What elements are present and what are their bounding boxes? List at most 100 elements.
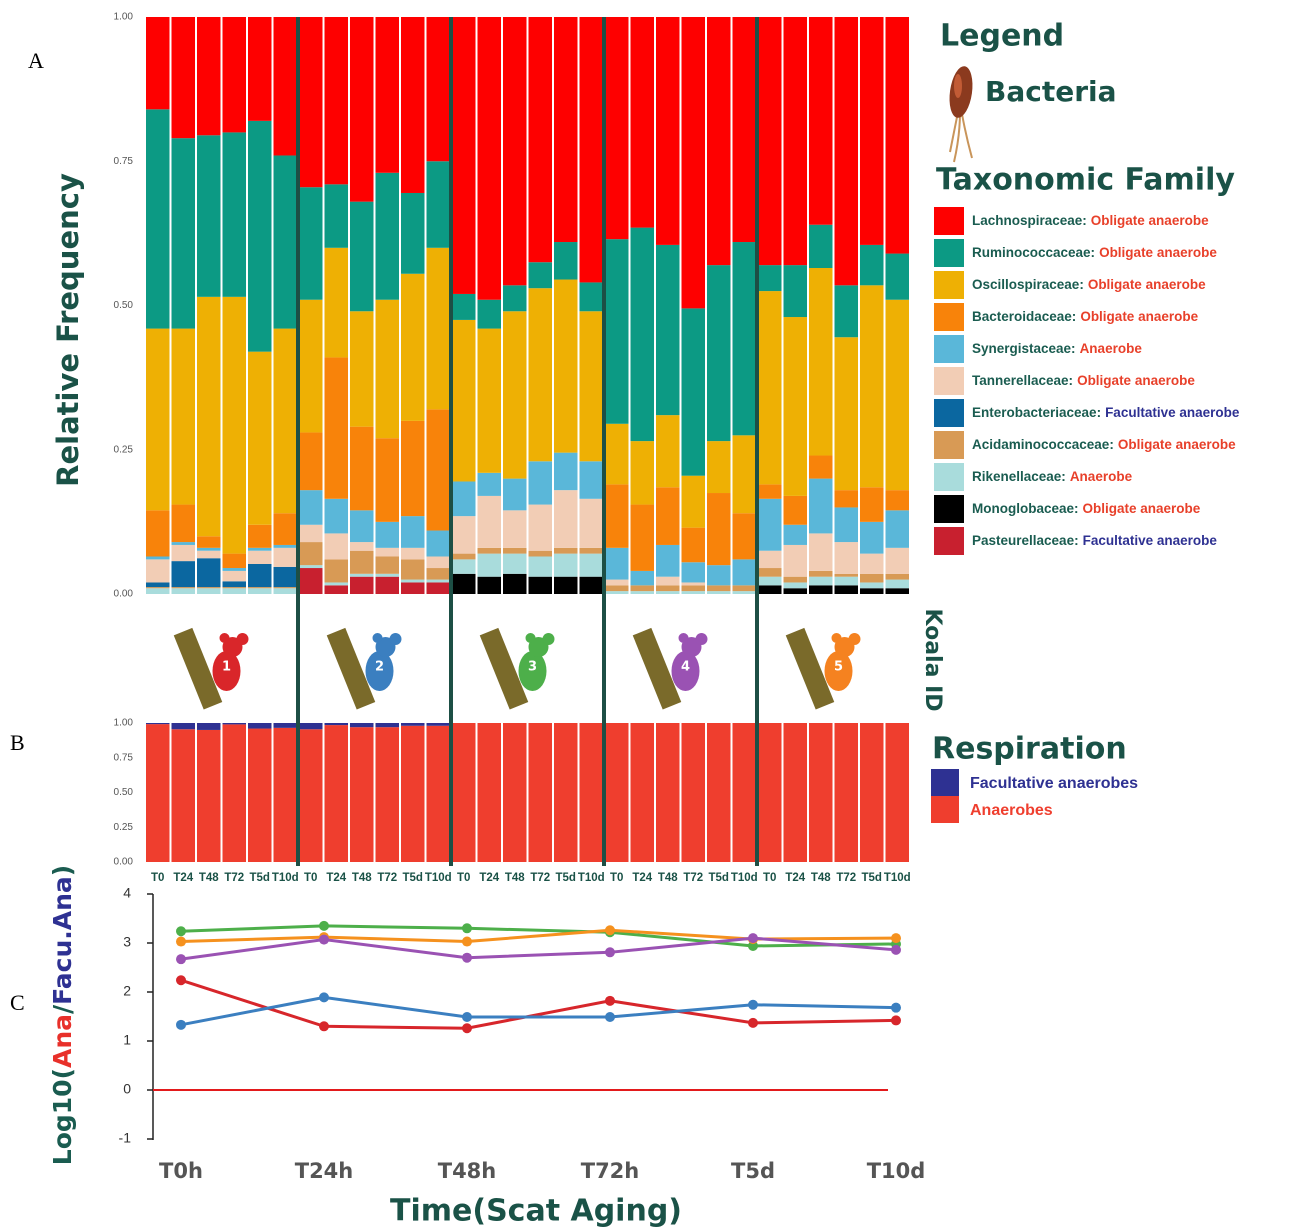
point [319,921,329,931]
legend-name: Enterobacteriaceae: [972,405,1101,420]
bar-segment [350,202,374,312]
y-tick-label: 0.00 [114,589,134,600]
bar-segment [656,577,680,586]
y-tick-label: 0.50 [114,300,134,311]
y-axis-title: Log10(Ana/Facu.Ana) [48,865,77,1165]
koala-id: 5 [834,660,843,675]
bar-segment [784,588,808,594]
bar-segment [248,525,272,548]
bar-segment [427,17,451,161]
bacteria-icon [946,65,975,162]
bar-segment [299,490,323,525]
bar-segment [707,585,731,591]
bar-segment [580,282,604,311]
bar-segment [401,580,425,583]
bar-segment [758,723,782,862]
bar-segment [325,559,349,582]
bar-segment [248,723,272,729]
x-tick-label: T24 [479,872,499,884]
bar-segment [478,329,502,473]
bar-segment [682,562,706,582]
x-tick-label: T0 [151,872,164,884]
point [176,954,186,964]
legend-swatch [934,207,964,235]
bar-segment [656,487,680,545]
koala-ear [526,633,536,643]
bar-segment [197,588,221,594]
x-axis-title: Time(Scat Aging) [390,1194,682,1229]
koala-icon: 1 [174,628,249,710]
bar-segment [376,556,400,573]
bar-segment [427,582,451,594]
bar-segment [325,17,349,184]
bar-segment [605,424,629,485]
x-tick-label: T24 [785,872,805,884]
x-tick-label: T48 [352,872,372,884]
x-tick-label: T0 [763,872,776,884]
bar-segment [656,723,680,862]
x-tick-label: T10d [731,872,758,884]
bar-segment [274,548,298,567]
bar-segment [350,311,374,426]
bar-segment [223,17,247,132]
bar-segment [452,723,476,862]
bar-segment [886,723,910,862]
bar-segment [758,291,782,484]
x-tick-label: T48 [658,872,678,884]
x-tick-label: T48 [199,872,219,884]
y-tick-label: 1.00 [114,718,134,729]
bar-segment [350,723,374,727]
bar-segment [172,588,196,594]
bar-segment [503,548,527,554]
bar-segment [656,585,680,591]
legend-entry: Lachnospiraceae:Obligate anaerobe [972,213,1209,228]
point [176,1020,186,1030]
bar-segment [503,510,527,548]
bar-segment [605,548,629,580]
bar-segment [478,554,502,577]
bar-segment [299,300,323,433]
x-tick-label: T72 [683,872,703,884]
bar-segment [886,490,910,510]
bar-segment [223,132,247,296]
x-tick-label: T5d [250,872,270,884]
bar-segment [707,493,731,565]
bar-segment [478,17,502,300]
bar-segment [860,285,884,487]
bar-segment [656,591,680,594]
bar-segment [452,574,476,594]
bar-segment [248,729,272,862]
bar-segment [809,225,833,268]
y-tick-label: 4 [123,885,131,901]
bar-segment [631,585,655,591]
bar-segment [401,723,425,726]
bar-segment [299,17,323,187]
legend-swatch [934,399,964,427]
bar-segment [299,729,323,862]
x-tick-label: T0 [457,872,470,884]
y-axis-title-part: Ana [48,1014,77,1068]
legend-swatch [934,239,964,267]
bar-segment [682,308,706,475]
bar-segment [427,248,451,410]
bar-segment [886,17,910,254]
bar-segment [733,435,757,513]
bar-segment [299,432,323,490]
bar-segment [631,505,655,571]
legend-swatch [934,303,964,331]
legend-entry: Synergistaceae:Anaerobe [972,341,1142,356]
bar-segment [197,551,221,559]
legend-name: Bacteroidaceae: [972,309,1076,324]
bar-segment [401,548,425,560]
bar-segment [299,187,323,300]
bar-segment [682,528,706,563]
bar-segment [197,135,221,297]
bar-segment [325,585,349,594]
koala-ear [679,633,689,643]
bar-segment [580,554,604,577]
bar-segment [478,300,502,329]
bar-segment [886,580,910,589]
koala-icon: 5 [786,628,861,710]
bar-segment [197,297,221,536]
bar-segment [146,556,170,559]
